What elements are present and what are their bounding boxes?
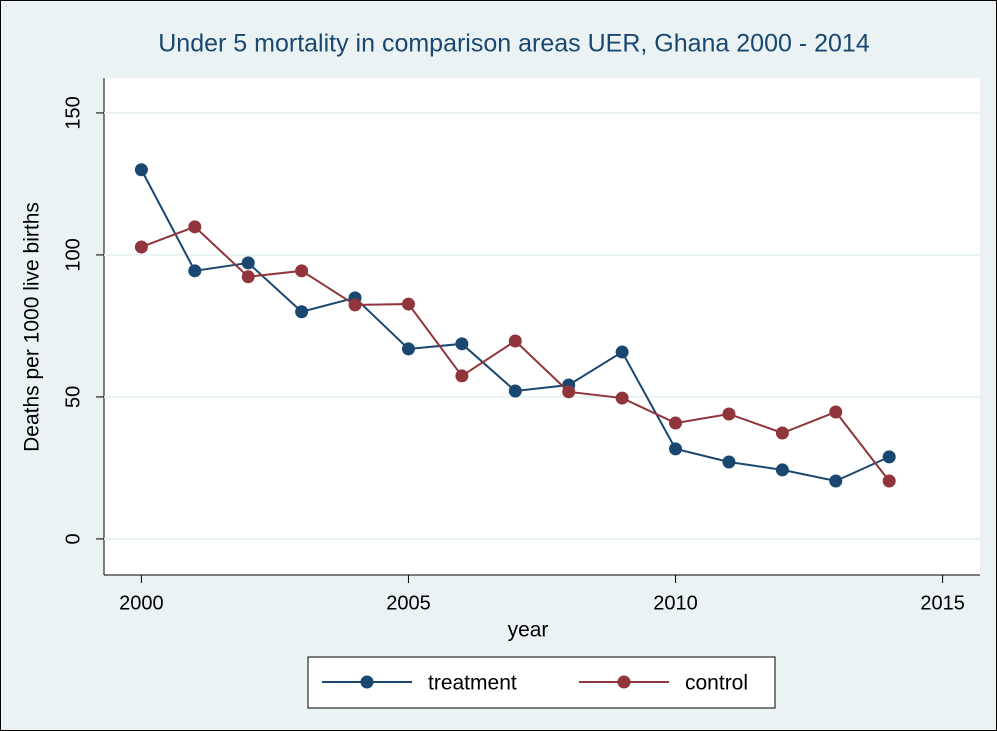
x-tick-label: 2015	[920, 592, 965, 614]
legend-marker	[617, 675, 631, 689]
plot-area	[104, 78, 980, 575]
data-point	[882, 474, 896, 488]
data-point	[188, 220, 202, 234]
data-point	[455, 337, 469, 351]
legend-marker	[360, 675, 374, 689]
x-tick-label: 2005	[386, 592, 431, 614]
chart-title: Under 5 mortality in comparison areas UE…	[158, 30, 870, 58]
x-tick-label: 2010	[653, 592, 698, 614]
data-point	[134, 240, 148, 254]
data-point	[295, 264, 309, 278]
legend-label: control	[685, 672, 748, 695]
data-point	[134, 163, 148, 177]
data-point	[615, 391, 629, 405]
y-tick-label: 150	[62, 96, 84, 129]
y-tick-label: 50	[62, 386, 84, 408]
data-point	[829, 474, 843, 488]
data-point	[775, 463, 789, 477]
data-point	[669, 442, 683, 456]
data-point	[241, 256, 255, 270]
data-point	[722, 407, 736, 421]
data-point	[508, 334, 522, 348]
data-point	[829, 405, 843, 419]
data-point	[348, 298, 362, 312]
x-axis-title: year	[508, 619, 549, 642]
data-point	[615, 345, 629, 359]
y-axis-title: Deaths per 1000 live births	[21, 202, 44, 452]
data-point	[241, 270, 255, 284]
legend-label: treatment	[428, 672, 517, 695]
data-point	[188, 264, 202, 278]
data-point	[882, 450, 896, 464]
y-tick-label: 0	[62, 533, 84, 544]
data-point	[401, 342, 415, 356]
y-tick-label: 100	[62, 238, 84, 271]
data-point	[508, 384, 522, 398]
data-point	[295, 305, 309, 319]
data-point	[562, 385, 576, 399]
data-point	[455, 369, 469, 383]
data-point	[669, 416, 683, 430]
data-point	[775, 426, 789, 440]
data-point	[401, 297, 415, 311]
x-tick-label: 2000	[119, 592, 164, 614]
data-point	[722, 455, 736, 469]
